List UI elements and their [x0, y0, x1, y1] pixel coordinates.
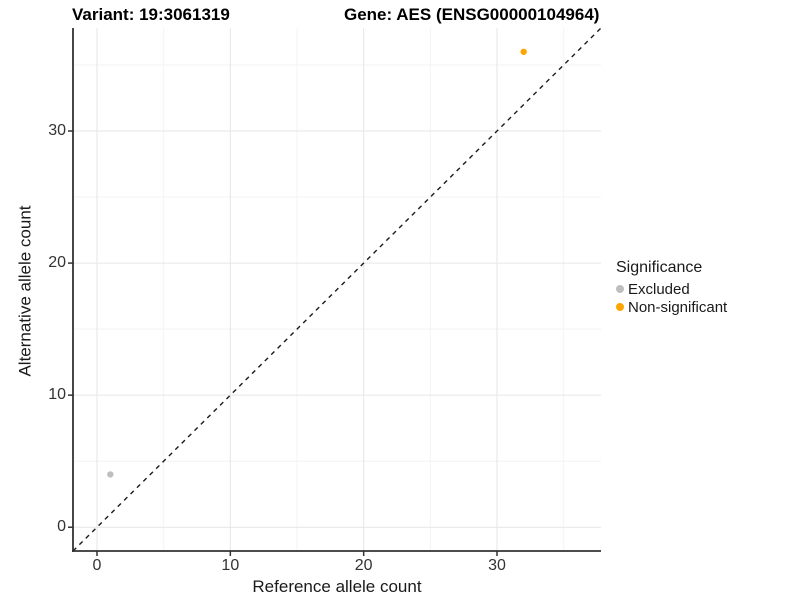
y-tick-label: 30	[48, 122, 66, 139]
data-point-excluded	[107, 471, 114, 478]
plot-title-gene: Gene: AES (ENSG00000104964)	[344, 5, 600, 24]
legend: Significance Excluded Non-significant	[616, 259, 798, 316]
legend-title: Significance	[616, 259, 703, 276]
legend-item: Non-significant	[616, 298, 798, 316]
legend-dot-icon	[616, 303, 624, 311]
plot-title-variant: Variant: 19:3061319	[72, 5, 230, 24]
y-tick-label: 0	[57, 518, 66, 536]
legend-item: Excluded	[616, 280, 798, 298]
data-point-non-significant	[520, 48, 527, 55]
x-tick-label: 0	[92, 557, 102, 574]
y-tick-label: 20	[48, 254, 66, 272]
identity-dashed-line	[72, 27, 602, 552]
x-tick-label: 30	[488, 557, 506, 574]
legend-item-label: Excluded	[628, 280, 690, 298]
x-axis-title: Reference allele count	[252, 577, 422, 596]
x-tick-label: 10	[221, 557, 240, 574]
legend-dot-icon	[616, 285, 624, 293]
legend-item-label: Non-significant	[628, 298, 728, 316]
y-tick-label: 10	[48, 386, 66, 404]
x-tick-label: 20	[354, 557, 373, 574]
y-axis-title: Alternative allele count	[15, 205, 35, 377]
legend-items: Excluded Non-significant	[616, 280, 798, 316]
